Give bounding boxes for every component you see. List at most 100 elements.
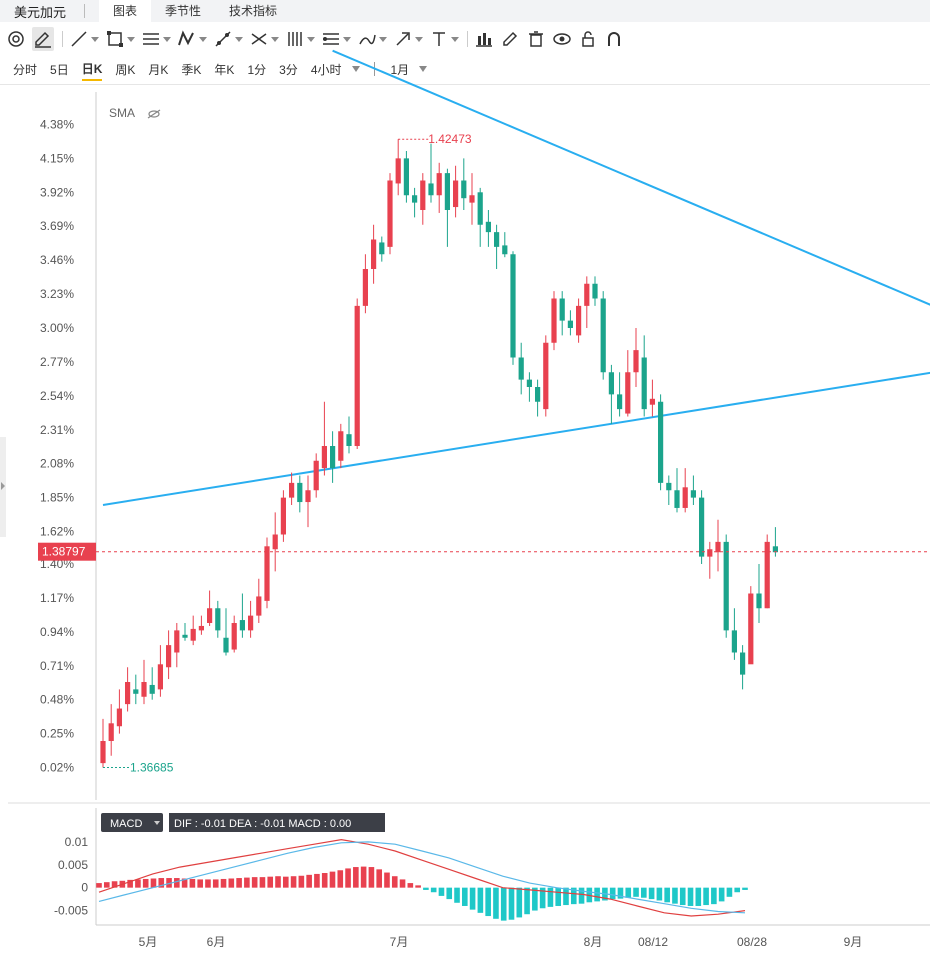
candle-body (592, 283, 598, 299)
chevron-down-icon[interactable] (351, 66, 360, 72)
candle-body (740, 652, 746, 675)
candlesticks (100, 139, 778, 768)
edit-icon[interactable] (500, 27, 520, 51)
pencil-icon[interactable] (32, 27, 54, 51)
candle-body (699, 497, 705, 557)
macd-histogram-bar (103, 882, 110, 888)
macd-histogram-bar (469, 887, 476, 910)
tab-seasonality[interactable]: 季节性 (165, 4, 202, 18)
pitchfork-icon[interactable] (285, 27, 315, 51)
x-axis: 5月 6月 7月 8月 08/12 08/28 9月 (139, 935, 863, 949)
macd-histogram-bar (368, 867, 375, 888)
low-price-label: 1.36685 (130, 761, 174, 775)
macd-histogram-bar (672, 887, 678, 904)
trendlines[interactable] (102, 49, 930, 506)
period-intraday[interactable]: 分时 (13, 62, 38, 77)
candle-body (617, 394, 623, 410)
high-price-label: 1.42473 (428, 132, 472, 146)
candle-body (420, 180, 426, 210)
macd-histogram-bar (189, 878, 196, 888)
period-1-min[interactable]: 1分 (247, 62, 267, 77)
candle-body (748, 593, 754, 665)
macd-histogram-bar (516, 887, 523, 918)
magnet-icon[interactable] (604, 27, 624, 51)
macd-panel: 0.01 0.005 0 -0.005 MACD DIF : -0.01 DEA : -0… (54, 808, 930, 926)
line-tool-icon[interactable] (69, 27, 99, 51)
tab-bar: 美元加元 图表 季节性 技术指标 (0, 0, 930, 22)
ray-icon[interactable] (213, 27, 243, 51)
y-tick-label: 0.71% (40, 659, 74, 673)
candle-body (477, 192, 483, 225)
indicator-label[interactable]: SMA (109, 106, 135, 120)
zigzag-icon[interactable] (177, 27, 207, 51)
candle-body (166, 645, 172, 668)
eye-icon[interactable] (552, 27, 572, 51)
chevron-down-icon (154, 821, 160, 825)
brush-icon[interactable] (357, 27, 387, 51)
candle-body (223, 637, 229, 653)
macd-histogram-bar (197, 879, 203, 888)
period-quarterly[interactable]: 季K (181, 62, 202, 77)
candle-body (305, 490, 311, 503)
period-weekly[interactable]: 周K (115, 62, 136, 77)
macd-readout: DIF : -0.01 DEA : -0.01 MACD : 0.00 (174, 818, 351, 830)
candle-body (756, 593, 762, 609)
y-tick-label: 0.02% (40, 761, 74, 775)
period-5-day[interactable]: 5日 (50, 62, 69, 77)
lock-icon[interactable] (578, 27, 598, 51)
macd-histogram-bar (166, 878, 172, 888)
macd-histogram-bar (493, 887, 499, 919)
toolbar-divider (62, 31, 63, 47)
bar-chart-icon[interactable] (474, 27, 494, 51)
candle-body (412, 195, 418, 203)
macd-histogram-bar (430, 887, 437, 893)
macd-histogram-bar (111, 881, 118, 888)
rectangle-icon[interactable] (105, 27, 135, 51)
period-3-min[interactable]: 3分 (279, 62, 298, 77)
macd-histogram-bar (718, 887, 725, 902)
target-icon[interactable] (6, 27, 26, 51)
candle-body (658, 401, 664, 483)
candle-body (436, 173, 442, 196)
tab-chart[interactable]: 图表 (99, 0, 152, 22)
cross-lines-icon[interactable] (249, 27, 279, 51)
candle-body (289, 482, 295, 498)
y-tick-label: 3.46% (40, 253, 74, 267)
candle-body (510, 254, 516, 358)
macd-histogram-bar (345, 868, 351, 888)
macd-histogram-bar (711, 887, 717, 905)
chevron-down-icon[interactable] (419, 66, 428, 72)
tab-technical-indicators[interactable]: 技术指标 (229, 4, 278, 18)
period-daily[interactable]: 日K (81, 58, 103, 81)
macd-histogram-bar (726, 887, 733, 897)
macd-histogram-bar (555, 887, 562, 906)
fibonacci-icon[interactable] (321, 27, 351, 51)
eye-slash-icon[interactable] (147, 109, 161, 119)
period-4-hour[interactable]: 4小时 (310, 62, 342, 77)
macd-histogram-bar (384, 872, 390, 888)
trash-icon[interactable] (526, 27, 546, 51)
candle-body (272, 534, 278, 550)
dea-line (98, 841, 746, 914)
macd-histogram-bar (462, 887, 468, 906)
range-select[interactable]: 1月 (390, 62, 410, 77)
x-tick-label: 9月 (844, 935, 863, 949)
y-tick-label: 1.62% (40, 525, 74, 539)
text-icon[interactable] (429, 27, 459, 51)
candle-body (362, 269, 368, 306)
y-tick-label: 2.54% (40, 389, 74, 403)
panel-toggle-handle[interactable] (0, 437, 6, 537)
period-monthly[interactable]: 月K (148, 62, 169, 77)
macd-histogram-bar (298, 875, 305, 888)
parallel-lines-icon[interactable] (141, 27, 171, 51)
trendline-2 (332, 49, 930, 306)
period-yearly[interactable]: 年K (214, 62, 235, 77)
candle-body (567, 320, 573, 328)
macd-tick-label: 0.005 (58, 858, 88, 872)
y-tick-label: 1.17% (40, 591, 74, 605)
candle-body (772, 546, 778, 553)
arrow-icon[interactable] (393, 27, 423, 51)
y-tick-label: 2.77% (40, 355, 74, 369)
candle-body (387, 180, 393, 247)
macd-histogram-bar (135, 879, 141, 888)
